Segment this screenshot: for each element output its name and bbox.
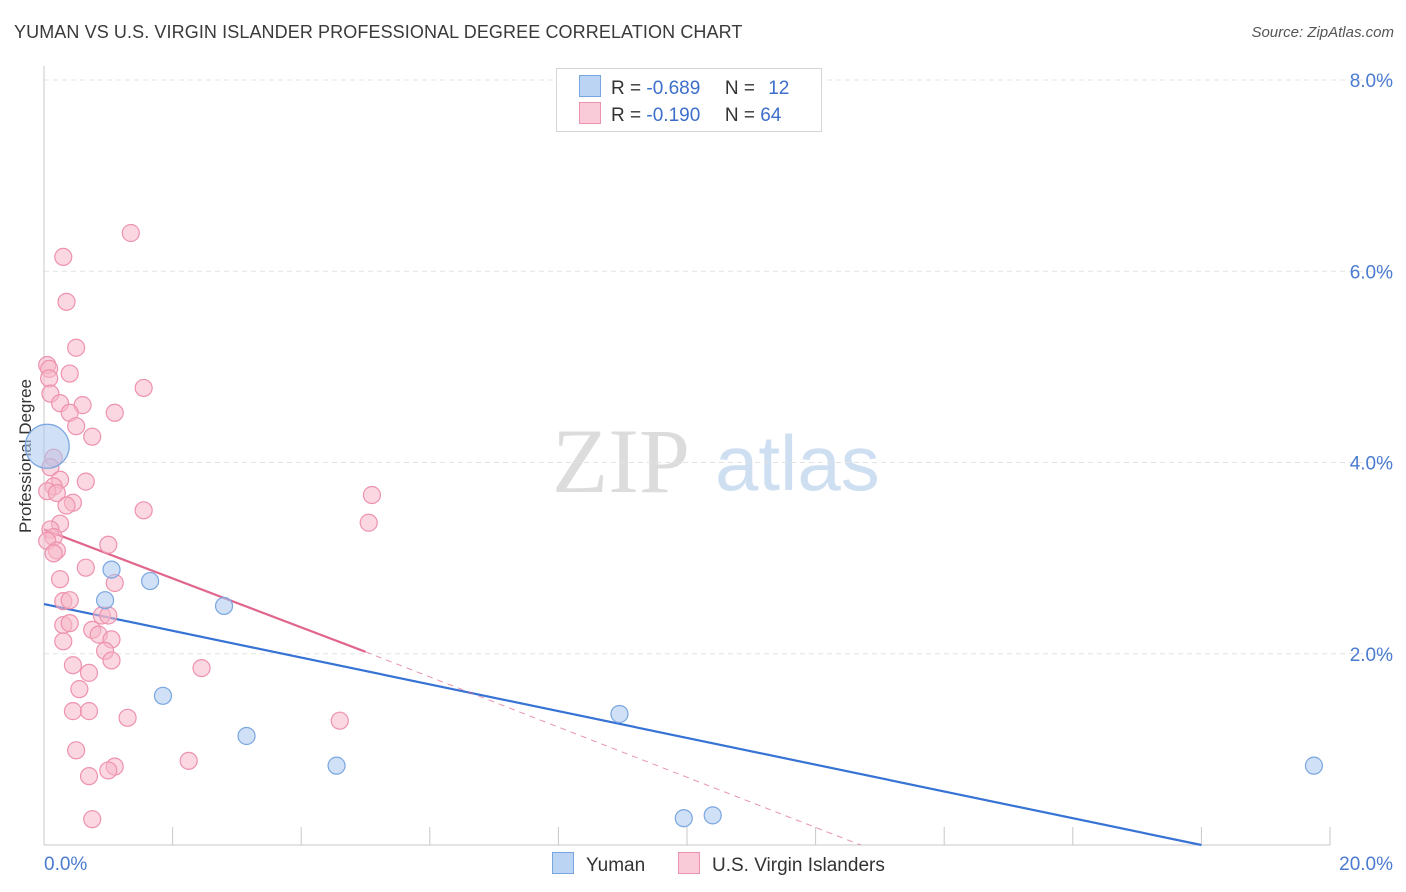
point-usvi (44, 544, 63, 563)
point-usvi (79, 767, 99, 786)
legend-r-label: R = (611, 78, 642, 99)
point-usvi (79, 663, 99, 682)
watermark-atlas: atlas (715, 419, 880, 507)
point-yuman (327, 756, 346, 775)
point-usvi (99, 761, 118, 780)
point-usvi (63, 656, 83, 675)
point-usvi (76, 472, 95, 491)
point-yuman (237, 726, 256, 746)
legend-n-value-yuman: 12 (768, 78, 790, 99)
point-usvi (179, 751, 198, 770)
point-usvi (67, 417, 86, 436)
gridlines (44, 79, 1392, 655)
chart-source: Source: ZipAtlas.com (1251, 24, 1394, 41)
x-tick-label: 20.0% (1339, 854, 1393, 875)
point-usvi (102, 651, 121, 670)
point-usvi (192, 658, 211, 678)
point-usvi (99, 606, 118, 625)
point-yuman (703, 806, 722, 825)
x-tick-label: 0.0% (44, 854, 87, 875)
point-usvi (57, 292, 76, 311)
bottom-legend-swatch-usvi (678, 852, 700, 874)
point-usvi (118, 708, 137, 727)
bottom-legend-usvi: U.S. Virgin Islanders (678, 852, 885, 877)
point-usvi (83, 810, 102, 829)
watermark-zip: ZIP (552, 410, 690, 512)
trend-line-yuman (43, 602, 1202, 847)
point-usvi (60, 614, 79, 633)
bottom-legend-yuman: Yuman (552, 852, 645, 877)
point-usvi (121, 223, 140, 243)
y-tick-label: 8.0% (1350, 71, 1393, 92)
point-usvi (79, 702, 99, 721)
point-usvi (67, 338, 86, 357)
legend-row-usvi: R = -0.190 N = 64 (579, 102, 781, 126)
point-usvi (99, 535, 118, 554)
legend-n-value-usvi: 64 (760, 105, 782, 126)
legend-r-value-usvi: -0.190 (646, 105, 701, 126)
point-usvi (63, 702, 83, 721)
legend-swatch-yuman (579, 75, 601, 97)
point-yuman (674, 809, 693, 828)
point-yuman (610, 704, 629, 724)
point-usvi (134, 501, 153, 520)
point-yuman (24, 423, 70, 469)
point-usvi (76, 558, 95, 577)
point-usvi (47, 484, 66, 503)
stats-legend: R = -0.689 N = 12 R = -0.190 N = 64 (556, 68, 822, 132)
legend-r-value-yuman: -0.689 (646, 78, 701, 99)
point-yuman (102, 560, 121, 579)
data-points (24, 223, 1324, 829)
chart-title: YUMAN VS U.S. VIRGIN ISLANDER PROFESSION… (14, 22, 743, 42)
tick-labels: 2.0% 4.0% 6.0% 8.0% 0.0% 20.0% (44, 71, 1393, 875)
legend-row-yuman: R = -0.689 N = 12 (579, 75, 789, 99)
y-tick-label: 2.0% (1350, 645, 1393, 666)
point-yuman (153, 686, 173, 705)
point-yuman (214, 596, 234, 616)
bottom-legend-label-usvi: U.S. Virgin Islanders (712, 855, 885, 876)
point-usvi (105, 403, 124, 422)
point-usvi (330, 711, 349, 730)
point-yuman (1304, 756, 1324, 775)
point-usvi (40, 369, 59, 388)
legend-swatch-usvi (579, 102, 601, 124)
point-usvi (50, 570, 70, 589)
trend-line-usvi (43, 528, 366, 653)
point-usvi (70, 680, 89, 699)
bottom-legend-swatch-yuman (552, 852, 574, 874)
point-usvi (362, 485, 382, 505)
trend-lines (43, 528, 1202, 847)
legend-n-label: N = (724, 105, 755, 126)
point-usvi (54, 247, 73, 267)
point-usvi (134, 378, 153, 398)
y-tick-label: 6.0% (1350, 262, 1393, 283)
legend-r-label: R = (611, 105, 642, 126)
y-tick-label: 4.0% (1350, 454, 1393, 475)
point-usvi (67, 741, 86, 760)
point-usvi (359, 513, 378, 532)
point-usvi (54, 632, 73, 651)
point-yuman (140, 571, 160, 591)
watermark: ZIP atlas (552, 410, 880, 512)
trend-line-dashed-usvi (365, 651, 861, 846)
point-usvi (57, 496, 76, 515)
point-usvi (83, 427, 102, 446)
point-usvi (60, 364, 79, 383)
bottom-legend-label-yuman: Yuman (586, 855, 646, 876)
legend-n-label: N = (724, 78, 755, 99)
point-yuman (95, 591, 115, 610)
point-usvi (60, 591, 79, 610)
